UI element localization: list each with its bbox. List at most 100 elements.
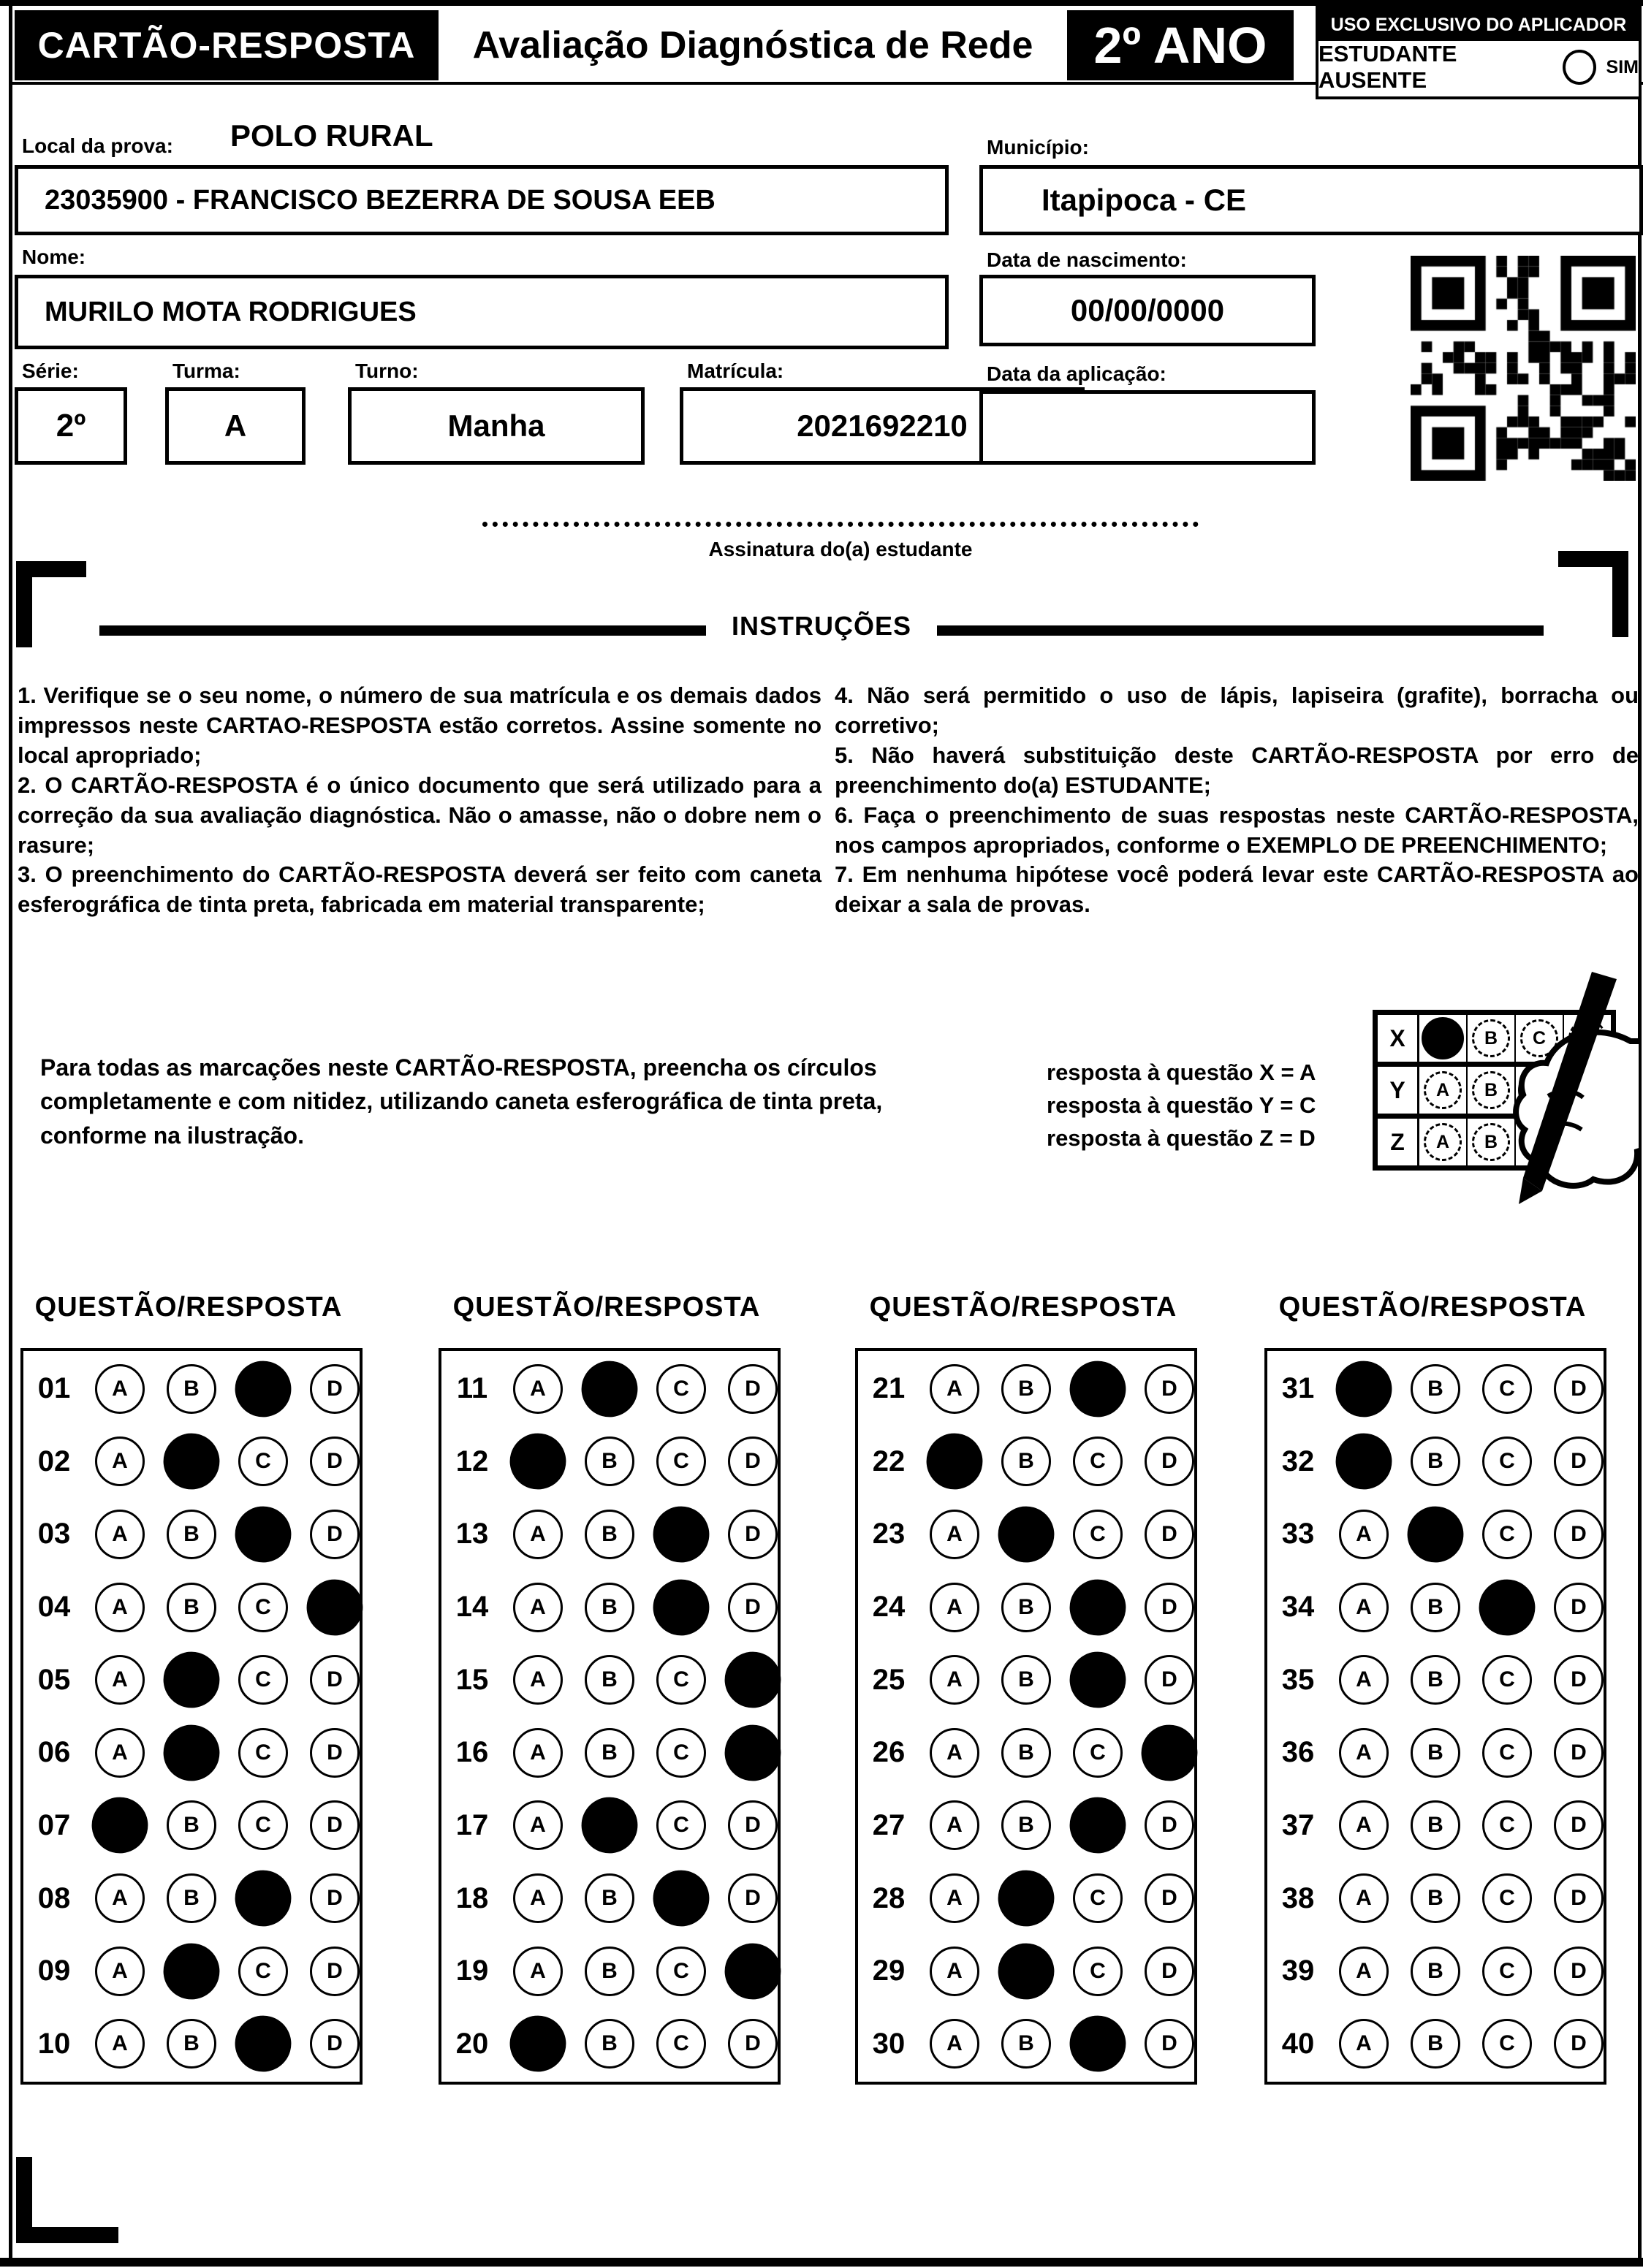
bubble-q16-A[interactable]: A [513, 1727, 563, 1778]
bubble-q18-A[interactable]: A [513, 1873, 563, 1923]
bubble-q35-D[interactable]: D [1554, 1655, 1604, 1705]
bubble-q05-D[interactable]: D [310, 1655, 360, 1705]
bubble-q32-D[interactable]: D [1554, 1436, 1604, 1487]
bubble-q14-D[interactable]: D [728, 1582, 778, 1632]
bubble-q11-C[interactable]: C [656, 1363, 706, 1414]
bubble-q13-B[interactable]: B [585, 1509, 634, 1559]
bubble-q34-B[interactable]: B [1411, 1582, 1460, 1632]
bubble-q07-C[interactable]: C [238, 1800, 288, 1851]
bubble-q08-B[interactable]: B [167, 1873, 216, 1923]
bubble-q08-D[interactable]: D [310, 1873, 360, 1923]
bubble-q23-D[interactable]: D [1145, 1509, 1194, 1559]
bubble-q09-C[interactable]: C [238, 1946, 288, 1996]
bubble-q21-B[interactable]: B [1001, 1363, 1051, 1414]
bubble-q36-D[interactable]: D [1554, 1727, 1604, 1778]
bubble-q23-A[interactable]: A [930, 1509, 979, 1559]
bubble-q37-A[interactable]: A [1339, 1800, 1389, 1851]
bubble-q28-A[interactable]: A [930, 1873, 979, 1923]
bubble-q24-B[interactable]: B [1001, 1582, 1051, 1632]
bubble-q30-A[interactable]: A [930, 2019, 979, 2069]
bubble-q38-A[interactable]: A [1339, 1873, 1389, 1923]
bubble-q29-B[interactable]: B [995, 1940, 1058, 2002]
bubble-q15-B[interactable]: B [585, 1655, 634, 1705]
bubble-q40-A[interactable]: A [1339, 2019, 1389, 2069]
bubble-q17-B[interactable]: B [578, 1795, 641, 1857]
bubble-q28-B[interactable]: B [995, 1867, 1058, 1930]
bubble-q40-D[interactable]: D [1554, 2019, 1604, 2069]
bubble-q11-A[interactable]: A [513, 1363, 563, 1414]
signature-line[interactable] [482, 522, 1199, 527]
bubble-q36-A[interactable]: A [1339, 1727, 1389, 1778]
bubble-q04-D[interactable]: D [303, 1576, 366, 1638]
bubble-q16-D[interactable]: D [721, 1721, 784, 1784]
bubble-q33-D[interactable]: D [1554, 1509, 1604, 1559]
bubble-q06-B[interactable]: B [160, 1721, 223, 1784]
bubble-q19-D[interactable]: D [721, 1940, 784, 2002]
bubble-q01-A[interactable]: A [95, 1363, 145, 1414]
bubble-q38-C[interactable]: C [1482, 1873, 1532, 1923]
bubble-q06-A[interactable]: A [95, 1727, 145, 1778]
bubble-q03-B[interactable]: B [167, 1509, 216, 1559]
bubble-q12-B[interactable]: B [585, 1436, 634, 1487]
bubble-q05-A[interactable]: A [95, 1655, 145, 1705]
bubble-q05-C[interactable]: C [238, 1655, 288, 1705]
bubble-q36-C[interactable]: C [1482, 1727, 1532, 1778]
bubble-q18-B[interactable]: B [585, 1873, 634, 1923]
bubble-q29-A[interactable]: A [930, 1946, 979, 1996]
bubble-q13-D[interactable]: D [728, 1509, 778, 1559]
bubble-q28-D[interactable]: D [1145, 1873, 1194, 1923]
bubble-q18-C[interactable]: C [650, 1867, 713, 1930]
bubble-q30-D[interactable]: D [1145, 2019, 1194, 2069]
bubble-q04-B[interactable]: B [167, 1582, 216, 1632]
bubble-q10-D[interactable]: D [310, 2019, 360, 2069]
bubble-q30-C[interactable]: C [1066, 2013, 1129, 2075]
bubble-q19-B[interactable]: B [585, 1946, 634, 1996]
bubble-q05-B[interactable]: B [160, 1648, 223, 1711]
bubble-q17-C[interactable]: C [656, 1800, 706, 1851]
bubble-q38-B[interactable]: B [1411, 1873, 1460, 1923]
bubble-q12-A[interactable]: A [506, 1431, 569, 1493]
bubble-q22-B[interactable]: B [1001, 1436, 1051, 1487]
bubble-q23-C[interactable]: C [1073, 1509, 1123, 1559]
bubble-q29-C[interactable]: C [1073, 1946, 1123, 1996]
bubble-q06-C[interactable]: C [238, 1727, 288, 1778]
bubble-q35-A[interactable]: A [1339, 1655, 1389, 1705]
bubble-q39-D[interactable]: D [1554, 1946, 1604, 1996]
bubble-q36-B[interactable]: B [1411, 1727, 1460, 1778]
bubble-q34-A[interactable]: A [1339, 1582, 1389, 1632]
bubble-q27-A[interactable]: A [930, 1800, 979, 1851]
bubble-q27-B[interactable]: B [1001, 1800, 1051, 1851]
bubble-q20-B[interactable]: B [585, 2019, 634, 2069]
bubble-q10-C[interactable]: C [232, 2013, 295, 2075]
bubble-q26-C[interactable]: C [1073, 1727, 1123, 1778]
bubble-q15-A[interactable]: A [513, 1655, 563, 1705]
bubble-q32-C[interactable]: C [1482, 1436, 1532, 1487]
bubble-q26-A[interactable]: A [930, 1727, 979, 1778]
bubble-q32-A[interactable]: A [1332, 1431, 1395, 1493]
bubble-q17-D[interactable]: D [728, 1800, 778, 1851]
bubble-q02-C[interactable]: C [238, 1436, 288, 1487]
absent-sim-bubble[interactable] [1563, 50, 1596, 85]
bubble-q16-C[interactable]: C [656, 1727, 706, 1778]
bubble-q01-D[interactable]: D [310, 1363, 360, 1414]
bubble-q19-C[interactable]: C [656, 1946, 706, 1996]
bubble-q19-A[interactable]: A [513, 1946, 563, 1996]
bubble-q12-C[interactable]: C [656, 1436, 706, 1487]
bubble-q33-C[interactable]: C [1482, 1509, 1532, 1559]
bubble-q07-A[interactable]: A [88, 1795, 151, 1857]
bubble-q29-D[interactable]: D [1145, 1946, 1194, 1996]
bubble-q09-A[interactable]: A [95, 1946, 145, 1996]
bubble-q01-C[interactable]: C [232, 1358, 295, 1420]
bubble-q03-C[interactable]: C [232, 1503, 295, 1566]
bubble-q22-D[interactable]: D [1145, 1436, 1194, 1487]
bubble-q02-D[interactable]: D [310, 1436, 360, 1487]
bubble-q21-D[interactable]: D [1145, 1363, 1194, 1414]
bubble-q32-B[interactable]: B [1411, 1436, 1460, 1487]
bubble-q13-C[interactable]: C [650, 1503, 713, 1566]
bubble-q37-B[interactable]: B [1411, 1800, 1460, 1851]
bubble-q31-B[interactable]: B [1411, 1363, 1460, 1414]
bubble-q39-C[interactable]: C [1482, 1946, 1532, 1996]
bubble-q24-A[interactable]: A [930, 1582, 979, 1632]
bubble-q06-D[interactable]: D [310, 1727, 360, 1778]
bubble-q37-D[interactable]: D [1554, 1800, 1604, 1851]
